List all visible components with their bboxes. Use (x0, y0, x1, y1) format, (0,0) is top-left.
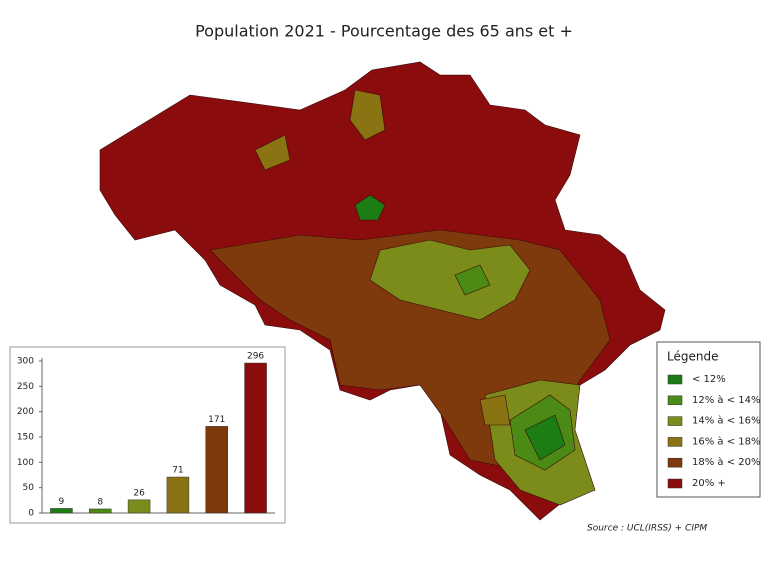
inset-frame (9, 346, 286, 524)
data-label: 9 (59, 497, 65, 507)
legend-swatch (667, 395, 683, 406)
legend-swatch (667, 437, 683, 447)
y-tick-label: 250 (17, 382, 34, 392)
legend-label: 20% + (692, 478, 726, 489)
legend-label: 14% à < 16% (692, 415, 761, 427)
legend-label: < 12% (692, 374, 726, 385)
region (254, 134, 291, 171)
title: Population 2021 - Pourcentage des 65 ans… (195, 22, 573, 41)
bar (50, 508, 73, 514)
legend-label: 18% à < 20% (692, 456, 761, 468)
bar (127, 499, 151, 514)
legend-title: Légende (667, 350, 718, 364)
data-label: 26 (133, 488, 145, 498)
legend-label: 16% à < 18% (692, 435, 761, 447)
region (354, 194, 386, 221)
y-tick-label: 50 (23, 483, 35, 493)
data-label: 296 (247, 352, 264, 362)
data-label: 71 (172, 466, 183, 476)
y-tick-label: 150 (17, 433, 34, 443)
legend-swatch (667, 457, 683, 468)
bar (244, 362, 267, 514)
data-label: 171 (208, 415, 225, 425)
region (524, 414, 566, 461)
legend-swatch (667, 374, 683, 385)
y-tick-label: 300 (17, 357, 34, 367)
y-tick-label: 100 (17, 458, 34, 468)
legend-label: 12% à < 14% (692, 394, 761, 406)
bar (205, 426, 228, 514)
y-tick-label: 200 (17, 407, 34, 417)
region (369, 239, 531, 321)
inset-chart (9, 346, 286, 524)
legend-swatch (667, 416, 683, 426)
region (454, 264, 491, 296)
region (479, 394, 511, 426)
source: Source : UCL(IRSS) + CIPM (587, 524, 707, 534)
region (349, 89, 386, 141)
bar (89, 508, 112, 514)
data-label: 8 (97, 497, 103, 507)
bar (166, 476, 190, 514)
legend-swatch (667, 478, 683, 489)
map (99, 61, 666, 521)
y-tick-label: 0 (28, 509, 34, 519)
